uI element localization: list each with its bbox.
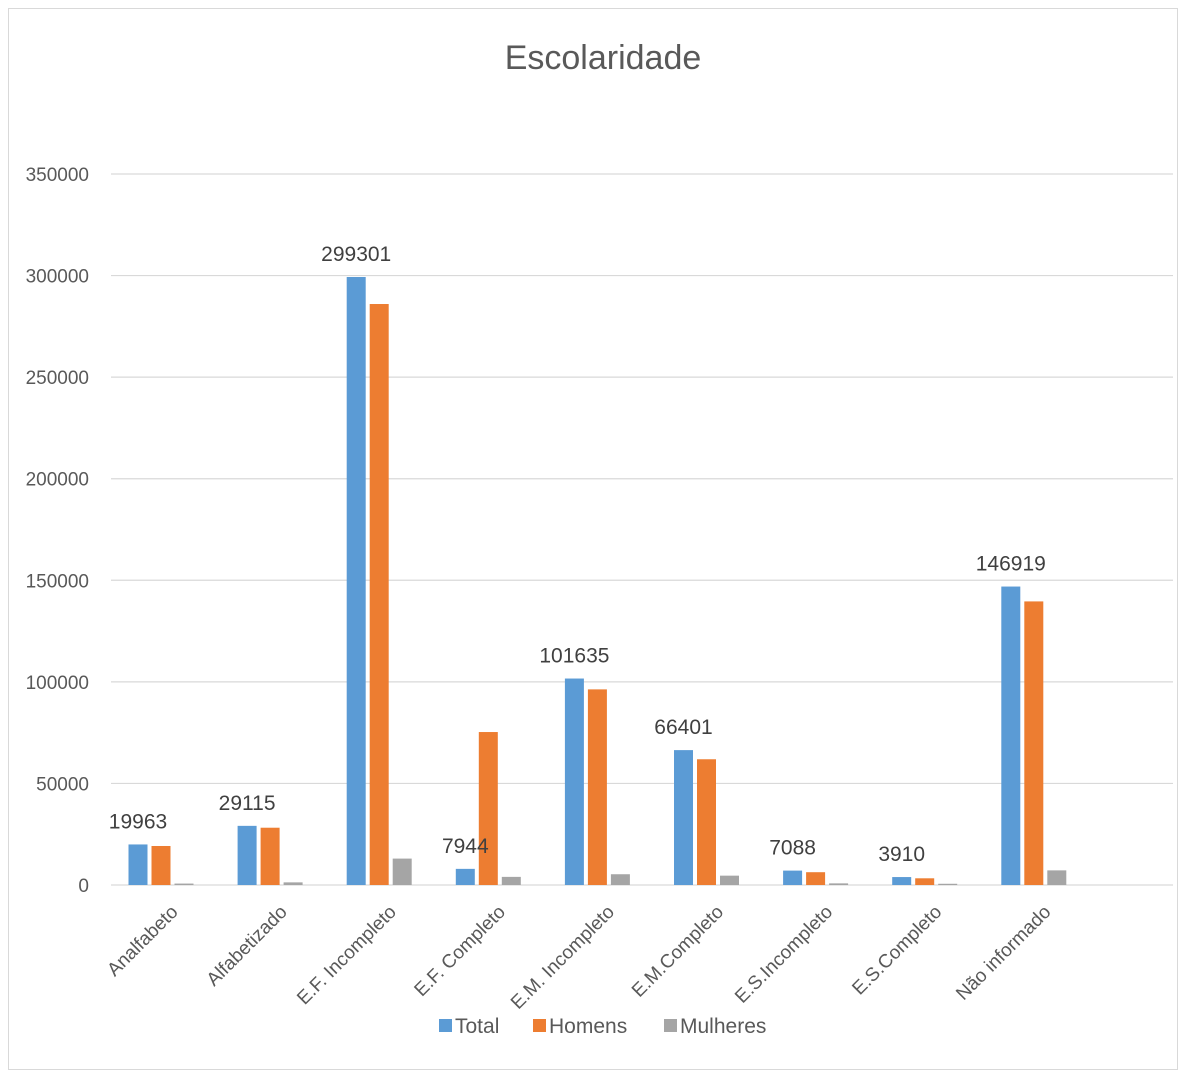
- y-axis-tick-labels: 0 50000 100000 150000 200000 250000 300000 3500…: [26, 165, 89, 897]
- data-label: 146919: [976, 553, 1046, 576]
- data-label: 19963: [109, 810, 167, 833]
- bar-total: [674, 750, 693, 885]
- x-category-label: Não informado: [952, 902, 1055, 1005]
- bar-homens: [587, 689, 607, 885]
- legend: Total Homens Mulheres: [439, 1015, 766, 1038]
- y-tick-label: 150000: [26, 571, 89, 592]
- x-category-label: E.S.Incompleto: [731, 902, 837, 1008]
- bars: [128, 276, 1067, 885]
- bar-mulheres: [283, 882, 303, 885]
- x-category-label: E.M.Completo: [628, 902, 728, 1002]
- bar-total: [892, 877, 912, 885]
- bar-total: [237, 825, 257, 885]
- bar-total: [455, 868, 475, 885]
- bar-mulheres: [501, 876, 521, 885]
- legend-swatch-homens: [533, 1019, 546, 1032]
- data-label: 7944: [442, 835, 489, 858]
- gridlines: [111, 173, 1173, 886]
- data-label: 66401: [654, 716, 712, 739]
- bar-total: [128, 844, 148, 885]
- x-axis-category-labels: Analfabeto Alfabetizado E.F. Incompleto E.F…: [103, 902, 1055, 1014]
- data-label: 3910: [878, 843, 925, 866]
- y-tick-label: 200000: [26, 470, 89, 491]
- y-tick-label: 250000: [26, 368, 89, 389]
- chart-title: Escolaridade: [505, 39, 702, 77]
- chart-svg: Escolaridade 0 50000 100000 150000 200000 250…: [26, 39, 1173, 1038]
- bar-mulheres: [174, 883, 194, 885]
- bar-total: [346, 276, 366, 885]
- bar-total: [783, 870, 803, 885]
- data-labels: 19963 29115 299301 7944 101635 66401 7088 3910 1…: [109, 243, 1046, 866]
- chart-frame: Escolaridade 0 50000 100000 150000 200000 250…: [8, 8, 1178, 1070]
- x-category-label: Alfabetizado: [203, 902, 292, 991]
- legend-label-total: Total: [455, 1015, 499, 1038]
- bar-homens: [697, 759, 716, 885]
- bar-homens: [915, 878, 935, 885]
- legend-label-homens: Homens: [549, 1015, 627, 1038]
- bar-mulheres: [720, 875, 739, 885]
- bar-homens: [151, 845, 171, 885]
- legend-label-mulheres: Mulheres: [680, 1015, 766, 1038]
- bar-total: [564, 678, 584, 885]
- data-label: 7088: [769, 837, 816, 860]
- data-label: 101635: [539, 645, 609, 668]
- y-tick-label: 0: [78, 876, 89, 897]
- x-category-label: Analfabeto: [103, 902, 182, 981]
- y-tick-label: 100000: [26, 673, 89, 694]
- bar-homens: [369, 304, 389, 885]
- data-label: 299301: [321, 243, 391, 266]
- y-tick-label: 350000: [26, 165, 89, 186]
- bar-mulheres: [829, 883, 849, 885]
- y-tick-label: 50000: [36, 774, 89, 795]
- x-category-label: E.F. Incompleto: [293, 902, 400, 1009]
- x-category-label: E.S.Completo: [848, 902, 946, 1000]
- bar-homens: [478, 732, 498, 885]
- bar-total: [1001, 586, 1021, 885]
- bar-homens: [260, 827, 280, 885]
- y-tick-label: 300000: [26, 267, 89, 288]
- bar-mulheres: [938, 883, 958, 885]
- bar-mulheres: [392, 858, 412, 885]
- bar-homens: [806, 872, 826, 885]
- x-category-label: E.M. Incompleto: [507, 902, 619, 1014]
- legend-swatch-total: [439, 1019, 452, 1032]
- data-label: 29115: [219, 792, 276, 815]
- bar-mulheres: [1047, 870, 1067, 885]
- bar-mulheres: [610, 874, 630, 885]
- x-category-label: E.F. Completo: [411, 902, 510, 1001]
- bar-homens: [1024, 601, 1044, 885]
- legend-swatch-mulheres: [664, 1019, 677, 1032]
